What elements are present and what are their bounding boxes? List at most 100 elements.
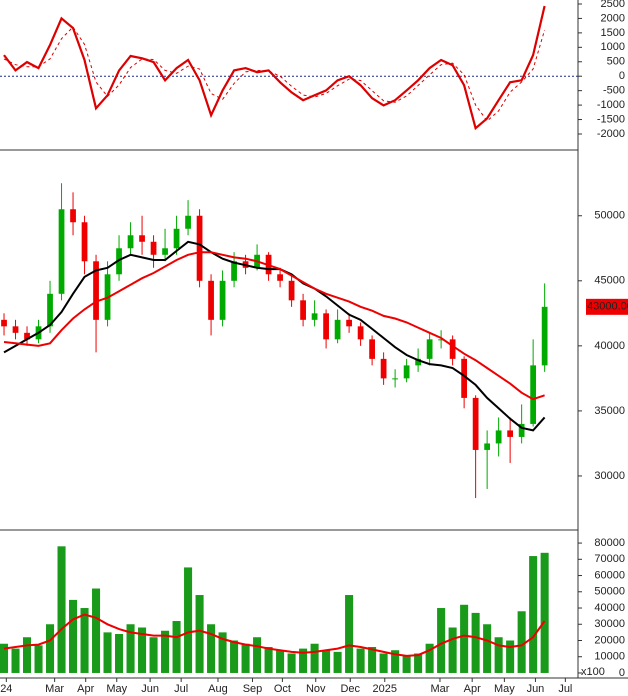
candle-body xyxy=(311,313,318,320)
x-tick-label: Sep xyxy=(243,683,263,695)
y-tick-label: 40000 xyxy=(594,340,625,352)
volume-bar xyxy=(195,595,204,673)
volume-bar xyxy=(287,653,296,673)
candle-body xyxy=(495,430,502,444)
candle-body xyxy=(24,332,30,340)
volume-bar xyxy=(161,630,170,673)
volume-bar xyxy=(149,637,158,673)
candle-body xyxy=(81,222,88,262)
x-tick-label: Jul xyxy=(174,683,188,695)
candle-body xyxy=(219,280,226,320)
y-tick-label: 30000 xyxy=(594,470,625,482)
x-tick-label: Aug xyxy=(208,683,228,695)
last-price-label: 43000.00 xyxy=(587,301,628,313)
volume-bar xyxy=(448,627,457,673)
volume-bar xyxy=(218,632,227,673)
volume-bar xyxy=(57,546,66,673)
candle-body xyxy=(162,248,168,255)
x-tick-label: Mar xyxy=(45,683,64,695)
volume-bar xyxy=(241,643,250,673)
volume-bar xyxy=(80,608,89,673)
x-tick-label: Dec xyxy=(340,683,360,695)
candle-body xyxy=(93,261,99,320)
candle-body xyxy=(530,365,537,424)
volume-bar xyxy=(299,648,308,673)
volume-bar xyxy=(69,599,78,673)
y-tick-label: 20000 xyxy=(594,634,625,646)
candle-body xyxy=(173,228,180,249)
candle-body xyxy=(288,280,295,301)
x-tick-label: 24 xyxy=(0,683,12,695)
y-tick-label: -2000 xyxy=(597,128,625,140)
volume-bar xyxy=(103,632,112,673)
volume-bar xyxy=(437,608,446,673)
volume-bar xyxy=(333,651,342,673)
x-tick-label: Jul xyxy=(558,683,572,695)
y-tick-label: 35000 xyxy=(594,405,625,417)
candle-body xyxy=(185,215,191,229)
x-tick-label: 2025 xyxy=(373,683,397,695)
volume-bar xyxy=(264,646,273,673)
volume-bar xyxy=(184,567,193,673)
volume-bar xyxy=(138,627,147,673)
x-tick-label: Apr xyxy=(464,683,481,695)
candle-body xyxy=(277,274,283,281)
volume-bar xyxy=(460,604,469,673)
y-tick-label: 60000 xyxy=(594,569,625,581)
volume-bar xyxy=(115,633,124,673)
volume-bar xyxy=(402,655,411,673)
y-tick-label: 500 xyxy=(607,56,625,68)
volume-bar xyxy=(11,648,20,673)
y-tick-label: 10000 xyxy=(594,651,625,663)
y-tick-label: 45000 xyxy=(594,275,625,287)
volume-bar xyxy=(414,653,423,673)
volume-bar xyxy=(23,637,32,673)
last-price-box xyxy=(586,298,628,315)
volume-bar xyxy=(471,612,480,673)
candle-body xyxy=(127,235,134,249)
candle-body xyxy=(300,300,306,320)
volume-bar xyxy=(356,648,365,673)
line xyxy=(3,5,546,131)
candle-body xyxy=(415,358,421,366)
volume-bar xyxy=(172,621,181,673)
volume-bar xyxy=(276,650,285,673)
candle-body xyxy=(139,235,145,242)
candle-body xyxy=(116,248,122,275)
candle-body xyxy=(472,397,479,450)
candle-body xyxy=(208,280,214,320)
candle-body xyxy=(323,313,329,340)
volume-bar xyxy=(517,611,526,673)
x-tick-label: Jun xyxy=(527,683,545,695)
candle-body xyxy=(507,430,514,437)
volume-bar xyxy=(506,640,515,673)
volume-bar xyxy=(379,653,388,673)
candle-body xyxy=(196,215,203,281)
x-tick-label: May xyxy=(494,683,515,695)
candle-body xyxy=(438,339,444,341)
candle-body xyxy=(369,339,375,359)
volume-bar xyxy=(253,637,262,673)
volume-bar xyxy=(0,643,9,673)
volume-bar xyxy=(391,650,400,673)
candle-body xyxy=(357,326,364,340)
volume-bar xyxy=(425,643,434,673)
volume-bar xyxy=(126,624,135,673)
candle-body xyxy=(426,339,433,359)
volume-bar xyxy=(322,650,331,673)
y-tick-label: 50000 xyxy=(594,586,625,598)
volume-bar xyxy=(46,624,55,673)
candle-body xyxy=(484,443,491,450)
candle-body xyxy=(1,319,7,327)
line xyxy=(3,613,546,657)
candle-body xyxy=(70,209,76,223)
x-tick-label: Mar xyxy=(430,683,449,695)
line xyxy=(3,26,546,122)
candle-body xyxy=(334,319,341,340)
y-tick-label: -1000 xyxy=(597,99,625,111)
y-tick-label: 40000 xyxy=(594,602,625,614)
candle-body xyxy=(449,339,456,359)
line xyxy=(3,251,545,401)
volume-bar xyxy=(34,645,43,673)
